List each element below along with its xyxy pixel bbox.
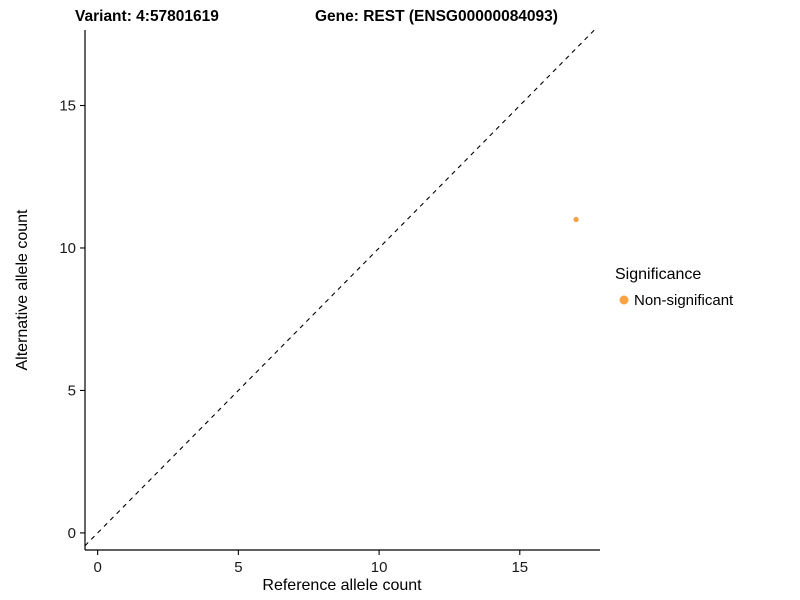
legend-point-icon bbox=[619, 295, 629, 305]
legend-title: Significance bbox=[615, 266, 701, 283]
x-tick-label: 10 bbox=[371, 559, 388, 576]
plot-panel: 0 5 10 15 0 5 10 15 bbox=[59, 30, 600, 576]
y-tick-label: 5 bbox=[68, 382, 76, 399]
legend: Significance Non-significant bbox=[615, 266, 734, 309]
y-tick-label: 0 bbox=[68, 525, 76, 542]
y-tick-label: 10 bbox=[59, 240, 76, 257]
x-axis-title: Reference allele count bbox=[262, 577, 422, 594]
data-point bbox=[573, 216, 579, 223]
y-axis-title: Alternative allele count bbox=[14, 209, 31, 371]
identity-line bbox=[85, 30, 595, 547]
gene-title: Gene: REST (ENSG00000084093) bbox=[315, 8, 558, 25]
y-tick-label: 15 bbox=[59, 98, 76, 115]
variant-title: Variant: 4:57801619 bbox=[75, 8, 219, 25]
x-tick-label: 5 bbox=[234, 559, 242, 576]
x-tick-label: 15 bbox=[511, 559, 528, 576]
x-tick-label: 0 bbox=[93, 559, 101, 576]
legend-entry-label: Non-significant bbox=[634, 292, 734, 309]
